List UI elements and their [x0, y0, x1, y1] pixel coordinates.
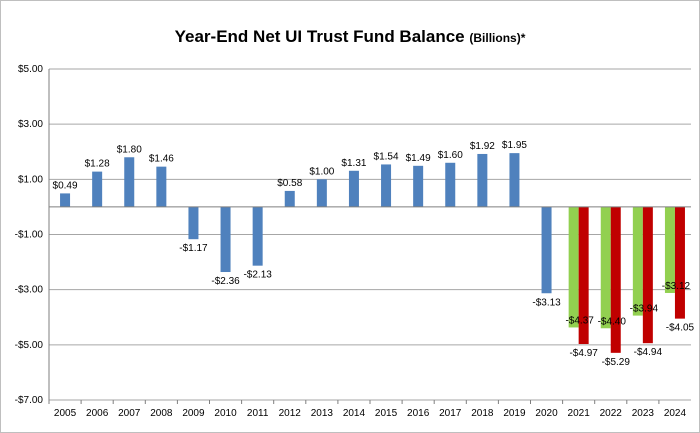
x-category-label: 2019 [503, 408, 526, 419]
data-label: $1.54 [374, 151, 399, 162]
x-category-label: 2014 [343, 408, 366, 419]
y-tick-label: $5.00 [18, 64, 43, 75]
bar [610, 206, 621, 353]
x-category-label: 2013 [311, 408, 334, 419]
axes [48, 69, 691, 404]
y-axis-tick-labels: $5.00 $3.00 $1.00 -$1.00 -$3.00 -$5.00 -$7.00 [15, 64, 44, 406]
data-label: -$4.97 [569, 348, 598, 359]
x-category-label: 2024 [664, 408, 687, 419]
data-label: $1.46 [149, 154, 174, 165]
bar [413, 165, 424, 207]
data-label: $1.60 [438, 150, 463, 161]
data-label: -$1.17 [179, 243, 208, 254]
data-label: $1.80 [117, 144, 142, 155]
x-category-label: 2011 [247, 408, 269, 419]
bar [664, 206, 675, 293]
y-tick-label: -$1.00 [15, 230, 44, 241]
data-label: $1.28 [85, 159, 110, 170]
bar [124, 157, 135, 207]
bar [674, 206, 685, 319]
y-tick-label: -$3.00 [15, 285, 44, 296]
y-tick-label: $3.00 [18, 119, 43, 130]
data-label: -$4.37 [565, 315, 594, 326]
data-label: -$2.13 [243, 270, 272, 281]
x-category-label: 2005 [54, 408, 77, 419]
data-label: -$4.40 [598, 316, 627, 327]
data-label: $1.31 [341, 158, 366, 169]
x-axis-category-labels: 2005 2006 2007 2008 2009 2010 2011 2012 2013 2014… [54, 408, 687, 419]
data-label: $1.92 [470, 141, 495, 152]
bar [509, 153, 520, 207]
bar [632, 206, 643, 316]
bar [348, 170, 359, 207]
data-label: $1.00 [309, 166, 334, 177]
x-category-label: 2020 [535, 408, 558, 419]
bar [156, 166, 167, 207]
x-category-label: 2012 [279, 408, 302, 419]
data-labels: $0.49 $1.28 $1.80 $1.46 -$1.17 -$2.36-$2.13 $0… [53, 140, 695, 368]
x-category-label: 2017 [439, 408, 462, 419]
bar [60, 193, 71, 207]
y-tick-label: -$7.00 [15, 395, 44, 406]
bar [578, 206, 589, 345]
bar [541, 206, 552, 294]
bars [60, 153, 685, 353]
x-category-label: 2018 [471, 408, 494, 419]
chart-title: Year-End Net UI Trust Fund Balance (Bill… [1, 27, 699, 47]
data-label: -$4.05 [666, 323, 695, 334]
bar [477, 153, 488, 207]
bar [316, 179, 327, 207]
bar [381, 164, 392, 207]
x-category-label: 2008 [150, 408, 173, 419]
x-category-label: 2016 [407, 408, 430, 419]
bar [600, 206, 611, 329]
data-label: -$3.94 [630, 304, 659, 315]
x-category-label: 2006 [86, 408, 109, 419]
x-category-label: 2022 [600, 408, 623, 419]
data-label: $1.95 [502, 140, 527, 151]
x-category-label: 2010 [214, 408, 237, 419]
bar [445, 162, 456, 207]
x-category-label: 2015 [375, 408, 398, 419]
chart-title-main: Year-End Net UI Trust Fund Balance [174, 27, 465, 46]
bar [568, 206, 579, 328]
chart-title-unit: (Billions)* [469, 31, 526, 45]
y-tick-label: $1.00 [18, 174, 43, 185]
x-category-label: 2007 [118, 408, 141, 419]
bar [252, 206, 263, 266]
x-category-label: 2009 [182, 408, 205, 419]
bar [284, 190, 295, 207]
data-label: -$3.12 [662, 281, 691, 292]
data-label: -$3.13 [532, 297, 561, 308]
bar [642, 206, 653, 344]
bar [188, 206, 199, 240]
bar [220, 206, 231, 273]
x-category-label: 2021 [568, 408, 591, 419]
data-label: $1.49 [406, 153, 431, 164]
bar [92, 171, 103, 207]
data-label: -$5.29 [602, 357, 631, 368]
data-label: -$2.36 [211, 276, 240, 287]
data-label: $0.58 [277, 178, 302, 189]
y-tick-label: -$5.00 [15, 340, 44, 351]
x-category-label: 2023 [632, 408, 655, 419]
data-label: -$4.94 [634, 347, 663, 358]
data-label: $0.49 [53, 180, 78, 191]
